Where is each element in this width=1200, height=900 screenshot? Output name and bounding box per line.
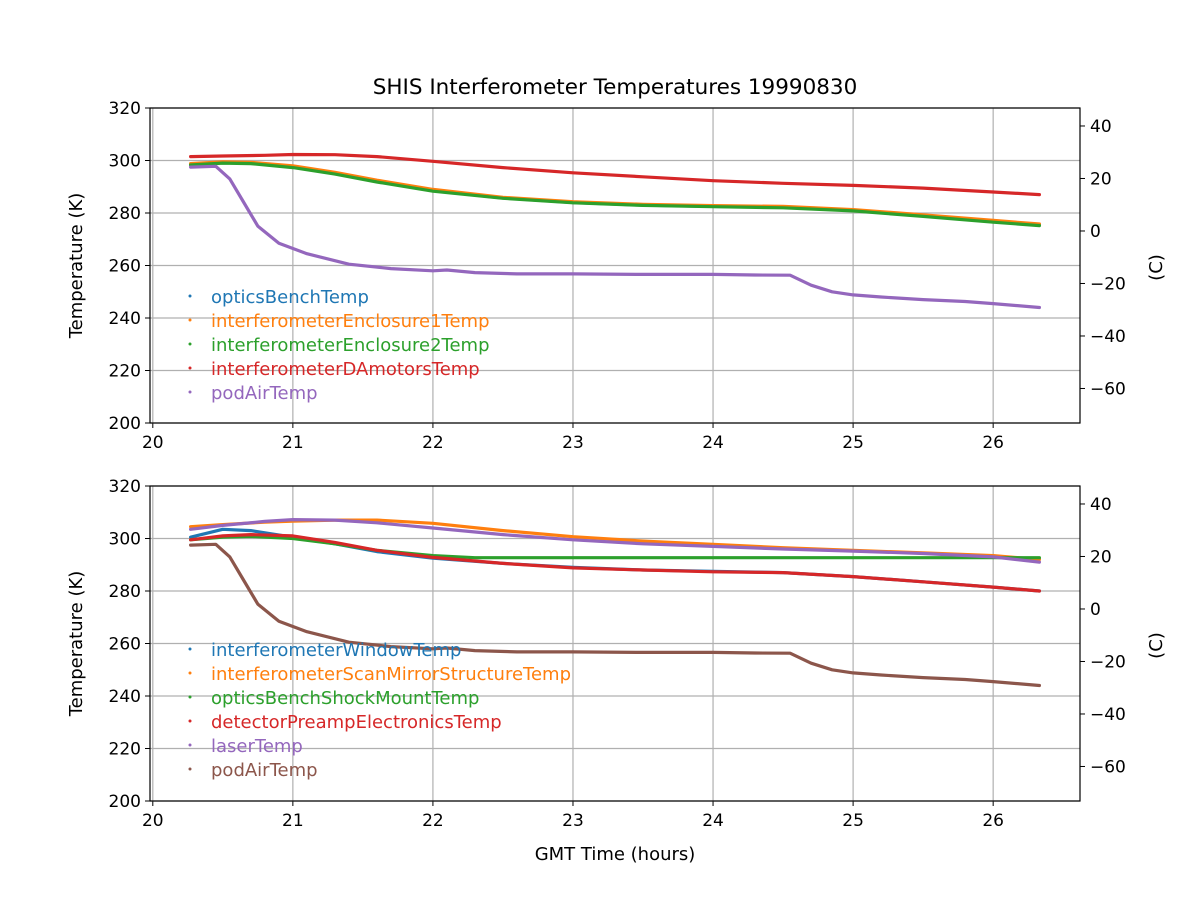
y-tick-label: 220 bbox=[109, 362, 141, 382]
legend-label: podAirTemp bbox=[211, 383, 318, 404]
y-tick-label: 260 bbox=[109, 257, 141, 277]
x-tick-label: 25 bbox=[842, 811, 864, 831]
y-tick-label: 260 bbox=[109, 635, 141, 655]
x-tick-label: 24 bbox=[702, 433, 724, 453]
series-line bbox=[189, 542, 1042, 688]
right-axis-label: (C) bbox=[1146, 632, 1167, 659]
series-line bbox=[189, 161, 1042, 228]
y-axis-label: Temperature (K) bbox=[66, 571, 87, 718]
y-tick-label: 240 bbox=[109, 309, 141, 329]
x-tick-label: 25 bbox=[842, 433, 864, 453]
right-tick-label: −60 bbox=[1090, 379, 1126, 399]
y-tick-label: 220 bbox=[109, 740, 141, 760]
legend-marker bbox=[188, 390, 192, 394]
legend-label: interferometerScanMirrorStructureTemp bbox=[211, 664, 571, 685]
legend-label: laserTemp bbox=[211, 736, 303, 757]
x-tick-label: 20 bbox=[142, 811, 164, 831]
legend-marker bbox=[188, 294, 192, 298]
x-tick-label: 23 bbox=[562, 433, 584, 453]
legend-label: interferometerWindowTemp bbox=[211, 640, 461, 661]
legend-marker bbox=[188, 318, 192, 322]
right-tick-label: −20 bbox=[1090, 274, 1126, 294]
panel-bottom: 20 21 22 23 24 25 2620022024026028030032040200… bbox=[66, 477, 1167, 831]
series-line bbox=[189, 517, 1042, 564]
legend-label: opticsBenchTemp bbox=[211, 287, 369, 308]
y-tick-label: 300 bbox=[109, 152, 141, 172]
legend-label: interferometerEnclosure1Temp bbox=[211, 311, 490, 332]
legend-label: opticsBenchShockMountTemp bbox=[211, 688, 479, 709]
right-tick-label: 20 bbox=[1090, 547, 1112, 567]
right-tick-label: −20 bbox=[1090, 652, 1126, 672]
x-tick-label: 24 bbox=[702, 811, 724, 831]
legend-marker bbox=[188, 366, 192, 370]
series-line bbox=[189, 532, 1042, 593]
series-line bbox=[189, 534, 1042, 560]
legend-label: interferometerDAmotorsTemp bbox=[211, 359, 480, 380]
right-tick-label: 40 bbox=[1090, 117, 1112, 137]
x-tick-label: 21 bbox=[282, 433, 304, 453]
y-tick-label: 280 bbox=[109, 204, 141, 224]
right-tick-label: 40 bbox=[1090, 495, 1112, 515]
y-tick-label: 200 bbox=[109, 792, 141, 812]
x-tick-label: 22 bbox=[422, 433, 444, 453]
x-tick-label: 26 bbox=[982, 811, 1004, 831]
legend-label: interferometerEnclosure2Temp bbox=[211, 335, 490, 356]
right-axis-label: (C) bbox=[1146, 254, 1167, 281]
right-tick-label: 20 bbox=[1090, 169, 1112, 189]
plot-frame bbox=[149, 485, 1081, 802]
y-tick-label: 300 bbox=[109, 530, 141, 550]
chart-title: SHIS Interferometer Temperatures 1999083… bbox=[373, 75, 858, 100]
legend-marker bbox=[188, 719, 192, 723]
legend-label: podAirTemp bbox=[211, 760, 318, 781]
x-tick-label: 21 bbox=[282, 811, 304, 831]
legend-label: detectorPreampElectronicsTemp bbox=[211, 712, 502, 733]
right-tick-label: −40 bbox=[1090, 705, 1126, 725]
y-tick-label: 240 bbox=[109, 687, 141, 707]
y-tick-label: 280 bbox=[109, 582, 141, 602]
x-tick-label: 22 bbox=[422, 811, 444, 831]
right-tick-label: −40 bbox=[1090, 327, 1126, 347]
series-line bbox=[189, 164, 1042, 310]
legend-marker bbox=[188, 743, 192, 747]
plot-frame bbox=[149, 107, 1081, 424]
legend-marker bbox=[188, 342, 192, 346]
x-tick-label: 20 bbox=[142, 433, 164, 453]
panel-top: 20 21 22 23 24 25 2620022024026028030032040200… bbox=[66, 99, 1167, 453]
legend-marker bbox=[188, 767, 192, 771]
y-tick-label: 200 bbox=[109, 414, 141, 434]
legend-marker bbox=[188, 671, 192, 675]
x-axis-label: GMT Time (hours) bbox=[535, 844, 696, 865]
y-tick-label: 320 bbox=[109, 99, 141, 119]
series-line bbox=[189, 152, 1042, 197]
y-tick-label: 320 bbox=[109, 477, 141, 497]
x-tick-label: 26 bbox=[982, 433, 1004, 453]
x-tick-label: 23 bbox=[562, 811, 584, 831]
legend-marker bbox=[188, 647, 192, 651]
right-tick-label: 0 bbox=[1090, 222, 1101, 242]
legend-marker bbox=[188, 695, 192, 699]
y-axis-label: Temperature (K) bbox=[66, 193, 87, 340]
right-tick-label: −60 bbox=[1090, 757, 1126, 777]
right-tick-label: 0 bbox=[1090, 600, 1101, 620]
